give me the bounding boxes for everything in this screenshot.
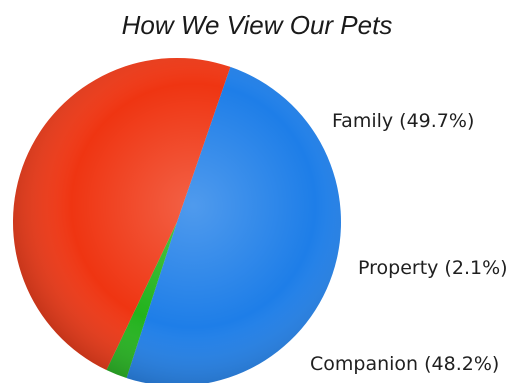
pie-slices [13, 58, 342, 383]
slice-label-property: Property (2.1%) [358, 257, 508, 279]
pie-labels: Family (49.7%) Property (2.1%) Companion (… [310, 110, 508, 375]
chart-title: How We View Our Pets [121, 10, 393, 40]
slice-label-family: Family (49.7%) [332, 110, 474, 132]
slice-label-companion: Companion (48.2%) [310, 353, 499, 375]
